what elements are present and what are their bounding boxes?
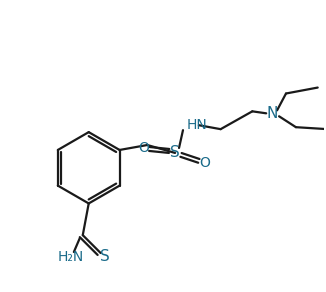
Text: S: S: [100, 249, 110, 265]
Text: N: N: [266, 106, 278, 121]
Text: O: O: [199, 156, 210, 170]
Text: HN: HN: [187, 118, 208, 132]
Text: H₂N: H₂N: [58, 250, 84, 264]
Text: O: O: [138, 141, 149, 155]
Text: S: S: [170, 145, 180, 160]
